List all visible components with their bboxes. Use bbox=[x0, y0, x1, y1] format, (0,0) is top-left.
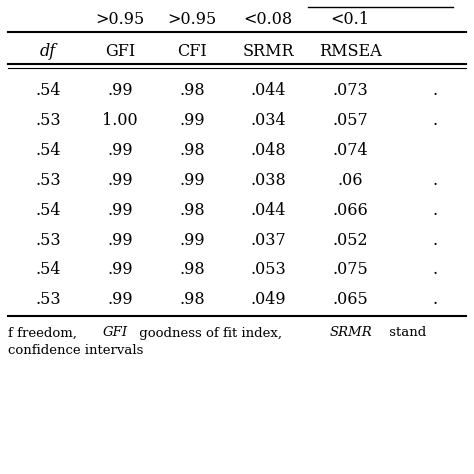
Text: .99: .99 bbox=[107, 292, 133, 309]
Text: .044: .044 bbox=[250, 201, 286, 219]
Text: .075: .075 bbox=[332, 262, 368, 279]
Text: 1.00: 1.00 bbox=[102, 111, 138, 128]
Text: confidence intervals: confidence intervals bbox=[8, 344, 143, 356]
Text: .073: .073 bbox=[332, 82, 368, 99]
Text: .99: .99 bbox=[179, 111, 205, 128]
Text: .53: .53 bbox=[35, 111, 61, 128]
Text: GFI: GFI bbox=[105, 43, 135, 60]
Text: .: . bbox=[432, 201, 438, 219]
Text: .99: .99 bbox=[107, 262, 133, 279]
Text: .06: .06 bbox=[337, 172, 363, 189]
Text: .53: .53 bbox=[35, 231, 61, 248]
Text: CFI: CFI bbox=[177, 43, 207, 60]
Text: .99: .99 bbox=[179, 172, 205, 189]
Text: .: . bbox=[432, 111, 438, 128]
Text: .: . bbox=[432, 82, 438, 99]
Text: goodness of fit index,: goodness of fit index, bbox=[135, 327, 286, 339]
Text: .98: .98 bbox=[179, 262, 205, 279]
Text: .99: .99 bbox=[107, 201, 133, 219]
Text: .057: .057 bbox=[332, 111, 368, 128]
Text: >0.95: >0.95 bbox=[95, 10, 145, 27]
Text: SRMR: SRMR bbox=[242, 43, 294, 60]
Text: .99: .99 bbox=[107, 231, 133, 248]
Text: .99: .99 bbox=[107, 142, 133, 158]
Text: .052: .052 bbox=[332, 231, 368, 248]
Text: .98: .98 bbox=[179, 292, 205, 309]
Text: .053: .053 bbox=[250, 262, 286, 279]
Text: .54: .54 bbox=[35, 262, 61, 279]
Text: .: . bbox=[432, 231, 438, 248]
Text: stand: stand bbox=[385, 327, 426, 339]
Text: <0.1: <0.1 bbox=[330, 10, 370, 27]
Text: .: . bbox=[432, 292, 438, 309]
Text: >0.95: >0.95 bbox=[167, 10, 217, 27]
Text: .034: .034 bbox=[250, 111, 286, 128]
Text: .065: .065 bbox=[332, 292, 368, 309]
Text: .98: .98 bbox=[179, 201, 205, 219]
Text: f freedom,: f freedom, bbox=[8, 327, 81, 339]
Text: df: df bbox=[40, 43, 56, 60]
Text: .066: .066 bbox=[332, 201, 368, 219]
Text: .: . bbox=[432, 262, 438, 279]
Text: .044: .044 bbox=[250, 82, 286, 99]
Text: <0.08: <0.08 bbox=[244, 10, 292, 27]
Text: .54: .54 bbox=[35, 201, 61, 219]
Text: SRMR: SRMR bbox=[330, 327, 373, 339]
Text: .037: .037 bbox=[250, 231, 286, 248]
Text: .99: .99 bbox=[179, 231, 205, 248]
Text: .074: .074 bbox=[332, 142, 368, 158]
Text: GFI: GFI bbox=[102, 327, 128, 339]
Text: .53: .53 bbox=[35, 172, 61, 189]
Text: .54: .54 bbox=[35, 82, 61, 99]
Text: .98: .98 bbox=[179, 142, 205, 158]
Text: .54: .54 bbox=[35, 142, 61, 158]
Text: .53: .53 bbox=[35, 292, 61, 309]
Text: .98: .98 bbox=[179, 82, 205, 99]
Text: .048: .048 bbox=[250, 142, 286, 158]
Text: .038: .038 bbox=[250, 172, 286, 189]
Text: .99: .99 bbox=[107, 82, 133, 99]
Text: .99: .99 bbox=[107, 172, 133, 189]
Text: .: . bbox=[432, 172, 438, 189]
Text: RMSEA: RMSEA bbox=[319, 43, 381, 60]
Text: .049: .049 bbox=[250, 292, 286, 309]
